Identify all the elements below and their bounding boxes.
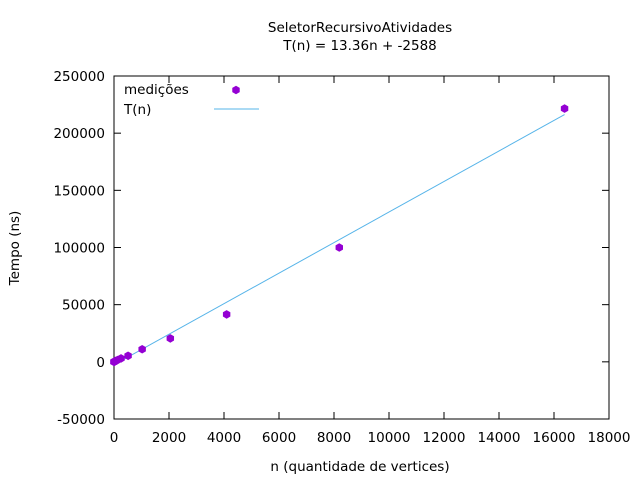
data-point [124,351,132,361]
legend-label-measurements: medições [124,82,189,98]
legend-label-fit: T(n) [123,102,151,118]
chart-subtitle: T(n) = 13.36n + -2588 [282,38,437,54]
x-tick-label: 2000 [152,430,186,446]
fit-line [113,114,565,366]
data-point [138,344,146,354]
x-tick-label: 10000 [368,430,411,446]
data-point [222,310,231,319]
y-tick-label: 50000 [62,298,105,314]
y-tick-label: 250000 [53,69,105,85]
data-point [166,334,175,343]
x-axis-ticks: 0 2000 4000 6000 8000 10000 12000 14000 16000 180… [110,76,631,446]
y-tick-label: 200000 [53,126,105,142]
measurements-series [110,104,569,367]
data-point [335,243,343,252]
x-axis-label: n (quantidade de vertices) [270,459,449,475]
chart-title: SeletorRecursivoAtividades [268,20,452,36]
x-tick-label: 14000 [478,430,521,446]
data-point [117,354,125,363]
x-tick-label: 6000 [262,430,296,446]
legend-point-marker [232,85,240,95]
legend: medições T(n) [123,82,259,118]
x-tick-label: 12000 [423,430,466,446]
plot-frame [113,75,610,420]
x-tick-label: 18000 [588,430,631,446]
y-tick-label: 100000 [53,241,105,257]
y-axis-ticks: -50000 0 50000 100000 150000 200000 250000 [53,69,609,428]
y-tick-label: 0 [96,355,105,371]
y-tick-label: 150000 [53,183,105,199]
y-tick-label: -50000 [57,412,105,428]
x-tick-label: 0 [110,430,119,446]
fit-line-series [113,114,565,366]
legend-marker-measurements [232,85,240,95]
data-point [560,104,569,113]
x-tick-label: 16000 [533,430,576,446]
y-axis-label: Tempo (ns) [7,211,23,287]
x-tick-label: 8000 [317,430,351,446]
x-tick-label: 4000 [207,430,241,446]
